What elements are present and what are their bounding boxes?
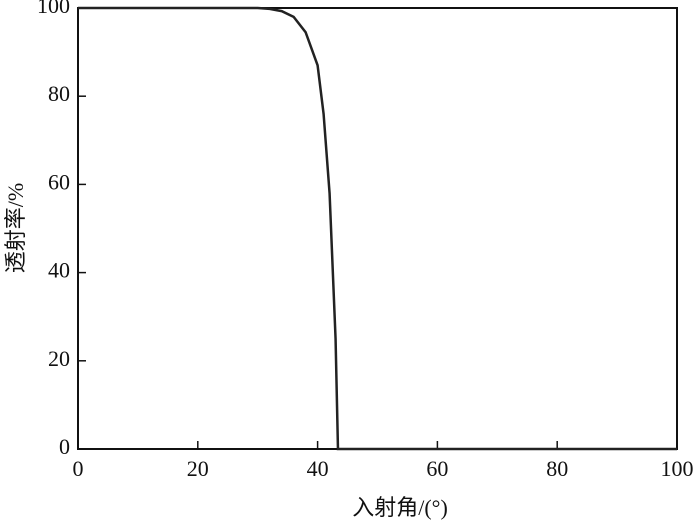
x-tick-label: 100 [661, 456, 694, 481]
plot-frame [77, 7, 678, 450]
x-axis-label: 入射角/(°) [352, 495, 448, 520]
y-tick-label: 20 [48, 346, 70, 371]
x-tick-label: 80 [546, 456, 568, 481]
data-line [78, 6, 677, 451]
y-tick-label: 60 [48, 169, 70, 194]
y-tick-label: 0 [59, 434, 70, 459]
x-tick-label: 60 [426, 456, 448, 481]
y-axis-label: 透射率/% [3, 183, 28, 273]
x-tick-label: 0 [73, 456, 84, 481]
y-tick-label: 80 [48, 81, 70, 106]
y-tick-label: 100 [37, 0, 70, 18]
y-tick-label: 40 [48, 258, 70, 283]
x-tick-label: 20 [187, 456, 209, 481]
x-tick-label: 40 [307, 456, 329, 481]
